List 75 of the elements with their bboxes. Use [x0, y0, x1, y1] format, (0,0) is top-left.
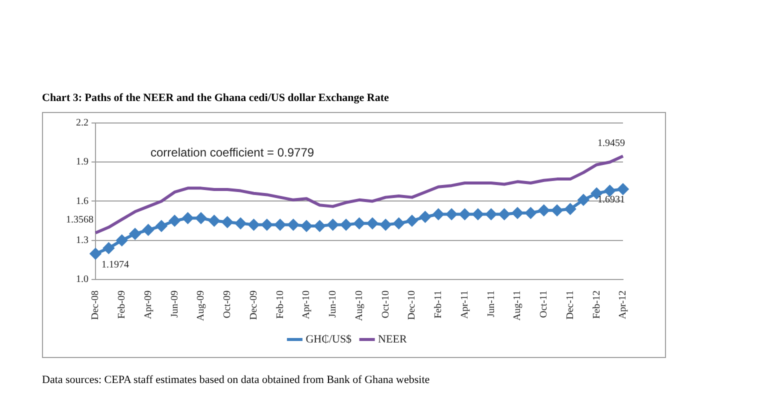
data-label: 1.6931	[598, 194, 625, 206]
x-tick-label: Oct-09	[222, 290, 233, 318]
x-tick-label: Feb-09	[116, 290, 128, 319]
x-tick-label: Feb-11	[433, 290, 444, 318]
x-tick-label: Aug-09	[196, 290, 207, 322]
point	[618, 184, 628, 195]
point	[103, 242, 114, 254]
point	[604, 185, 616, 196]
x-tick-label: Dec-11	[564, 290, 576, 320]
point	[288, 219, 299, 230]
point	[446, 208, 458, 220]
legend-label: NEER	[378, 333, 408, 346]
point	[130, 228, 141, 240]
x-tick-label: Feb-12	[591, 290, 602, 319]
point	[248, 219, 260, 230]
point	[512, 207, 523, 218]
text: Data sources: CEPA staff estimates based on data obtained from Bank of Ghana website	[42, 374, 430, 386]
point	[538, 204, 550, 216]
x-tick-label: Aug-11	[512, 290, 524, 321]
x-tick-label: Jun-10	[328, 290, 338, 318]
annotation: correlation coefficient = 0.9779	[150, 145, 314, 160]
point	[208, 215, 220, 226]
point	[406, 215, 418, 226]
point	[235, 218, 246, 229]
point	[196, 212, 206, 224]
point	[314, 220, 326, 232]
point	[393, 218, 404, 229]
x-tick-label: Apr-12	[618, 290, 629, 320]
point	[340, 219, 352, 230]
x-tick-label: Dec-10	[406, 290, 418, 320]
point	[301, 220, 312, 232]
point	[472, 208, 484, 220]
x-tick-label: Apr-09	[142, 290, 154, 320]
data-label: 1.9459	[598, 138, 625, 149]
x-tick-label: Oct-10	[380, 290, 392, 318]
point	[525, 207, 536, 218]
point	[327, 219, 338, 230]
point	[90, 248, 101, 260]
point	[156, 220, 167, 232]
point	[366, 218, 378, 229]
point	[274, 219, 286, 230]
point	[420, 211, 431, 222]
point	[182, 212, 194, 224]
point	[432, 208, 444, 220]
point	[169, 215, 180, 226]
point	[498, 208, 510, 220]
point	[261, 219, 272, 230]
x-tick-label: Oct-11	[538, 290, 550, 318]
chart-title: Chart 3: Paths of the NEER and the Ghana cedi/US dollar Exchange Rate	[42, 92, 389, 104]
x-tick-label: Dec-09	[248, 290, 260, 320]
data-label: 1.3568	[66, 214, 94, 226]
x-tick-label: Aug-10	[354, 290, 365, 322]
point	[354, 218, 365, 229]
x-tick-label: Jun-09	[169, 290, 180, 318]
point	[578, 194, 589, 206]
x-tick-label: Jun-11	[486, 290, 497, 318]
x-tick-label: Feb-10	[274, 290, 286, 319]
y-tick-label: 1.0	[76, 274, 88, 286]
point	[116, 234, 128, 246]
point	[552, 204, 563, 216]
point	[380, 219, 392, 230]
x-tick-label: Apr-10	[301, 290, 312, 320]
x-tick-label: Dec-08	[90, 290, 102, 320]
point	[222, 216, 233, 228]
point	[459, 208, 470, 220]
y-tick-label: 2.2	[76, 118, 88, 129]
y-tick-label: 1.9	[76, 156, 88, 168]
data-label: 1.1974	[102, 259, 129, 270]
y-tick-label: 1.6	[76, 196, 88, 207]
y-tick-label: 1.3	[76, 234, 88, 246]
point	[142, 224, 154, 236]
point	[486, 208, 497, 220]
point	[564, 204, 576, 215]
legend-label: GH₵/US$	[306, 333, 352, 346]
x-tick-label: Apr-11	[459, 290, 470, 319]
